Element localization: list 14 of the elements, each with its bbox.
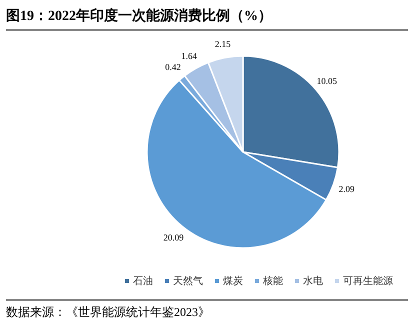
data-label: 1.64 xyxy=(181,51,198,62)
source-note: 数据来源：《世界能源统计年鉴2023》 xyxy=(6,305,210,319)
legend-label: 天然气 xyxy=(173,275,203,287)
legend-label: 核能 xyxy=(262,275,283,287)
data-label: 2.09 xyxy=(338,184,355,194)
legend-label: 可再生能源 xyxy=(343,275,393,287)
data-label: 0.42 xyxy=(165,62,181,72)
legend-label: 石油 xyxy=(133,275,153,287)
data-label: 20.09 xyxy=(163,232,184,242)
legend-label: 水电 xyxy=(303,275,323,287)
chart-title: 图19：2022年印度一次能源消费比例（%） xyxy=(6,7,272,24)
legend-label: 煤炭 xyxy=(223,275,243,287)
data-label: 10.05 xyxy=(316,76,338,86)
data-label: 2.15 xyxy=(214,38,232,49)
